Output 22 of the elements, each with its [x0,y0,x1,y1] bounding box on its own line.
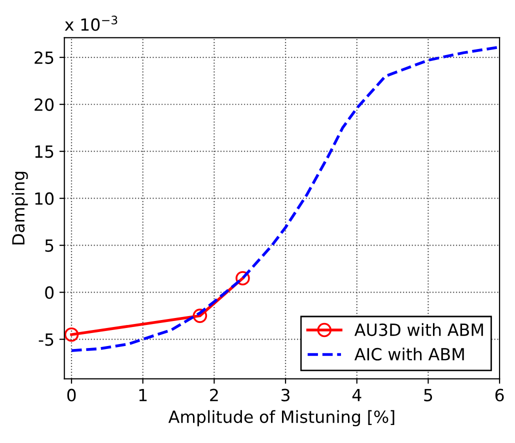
x-tick-label: 0 [67,388,76,402]
x-tick-label: 5 [424,389,432,402]
y-tick-label: 20 [34,98,54,111]
legend-label: AIC with ABM [354,348,464,361]
point [192,308,208,323]
legend-label: AU3D with ABM [354,323,483,336]
x-axis-title: Amplitude of Mistuning [%] [168,410,394,426]
y-tick-label: 5 [45,240,54,252]
y-tick-label: 0 [45,286,54,299]
x-tick-label: 4 [352,389,362,402]
point [64,327,79,342]
x-tick-label: 3 [282,388,290,402]
y-tick-label: -5 [38,333,54,346]
x-tick-label: 1 [139,389,147,402]
text: x 10$^{−3}$ [64,16,118,31]
point [236,271,250,286]
x-tick-label: 6 [495,388,504,402]
y-tick-label: 10 [35,192,54,205]
y-axis-title: Damping [12,172,28,244]
y-tick-label: 15 [35,146,54,158]
y-tick-label: 25 [34,51,54,64]
x-tick-label: 2 [210,388,218,402]
